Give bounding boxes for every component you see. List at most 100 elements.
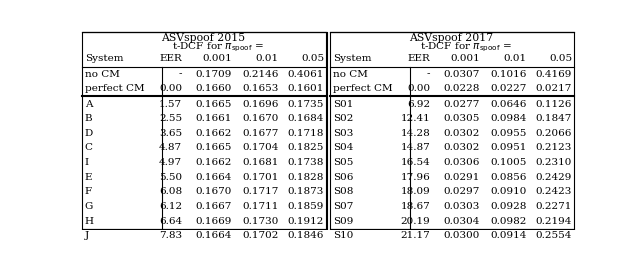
Text: 0.2429: 0.2429 [536, 173, 572, 182]
Text: E: E [84, 173, 92, 182]
Text: 0.1601: 0.1601 [288, 84, 324, 93]
Text: 0.0297: 0.0297 [444, 187, 480, 196]
Text: I: I [84, 158, 89, 167]
Text: ASVspoof 2017: ASVspoof 2017 [410, 33, 493, 43]
Text: 0.2146: 0.2146 [242, 70, 278, 79]
Text: 0.1846: 0.1846 [288, 231, 324, 240]
Text: 0.0277: 0.0277 [444, 100, 480, 109]
Text: J: J [84, 231, 89, 240]
Text: 0.0307: 0.0307 [444, 70, 480, 79]
Text: no CM: no CM [333, 70, 367, 79]
Text: 0.1828: 0.1828 [288, 173, 324, 182]
Text: 0.1701: 0.1701 [242, 173, 278, 182]
Text: B: B [84, 114, 92, 123]
Text: 0.1653: 0.1653 [242, 84, 278, 93]
Text: 0.0951: 0.0951 [490, 143, 527, 152]
Text: S01: S01 [333, 100, 353, 109]
Text: S05: S05 [333, 158, 353, 167]
Text: 0.00: 0.00 [159, 84, 182, 93]
Text: S03: S03 [333, 129, 353, 138]
Text: ASVspoof 2015: ASVspoof 2015 [161, 33, 246, 43]
Text: 0.0228: 0.0228 [444, 84, 480, 93]
Text: 0.1016: 0.1016 [490, 70, 527, 79]
Text: 0.001: 0.001 [202, 54, 232, 63]
Text: perfect CM: perfect CM [333, 84, 392, 93]
Text: 0.001: 0.001 [450, 54, 480, 63]
Text: 18.67: 18.67 [401, 202, 430, 211]
Text: 0.1681: 0.1681 [242, 158, 278, 167]
Text: 0.0914: 0.0914 [490, 231, 527, 240]
Text: -: - [427, 70, 430, 79]
Text: 0.00: 0.00 [407, 84, 430, 93]
Text: S09: S09 [333, 217, 353, 226]
Text: 6.92: 6.92 [407, 100, 430, 109]
Text: 21.17: 21.17 [401, 231, 430, 240]
Text: 0.4169: 0.4169 [536, 70, 572, 79]
Text: 0.1662: 0.1662 [196, 158, 232, 167]
Text: 0.1684: 0.1684 [288, 114, 324, 123]
Text: 6.08: 6.08 [159, 187, 182, 196]
Text: 0.1735: 0.1735 [288, 100, 324, 109]
Text: 0.1665: 0.1665 [196, 143, 232, 152]
Text: 0.0305: 0.0305 [444, 114, 480, 123]
Text: 0.1711: 0.1711 [242, 202, 278, 211]
Text: 0.2194: 0.2194 [536, 217, 572, 226]
Text: 6.64: 6.64 [159, 217, 182, 226]
Text: 4.97: 4.97 [159, 158, 182, 167]
Text: 1.57: 1.57 [159, 100, 182, 109]
Text: 0.0856: 0.0856 [490, 173, 527, 182]
Text: 0.1702: 0.1702 [242, 231, 278, 240]
Text: no CM: no CM [84, 70, 120, 79]
Text: 0.2066: 0.2066 [536, 129, 572, 138]
Text: 0.01: 0.01 [255, 54, 278, 63]
Text: 0.1664: 0.1664 [196, 231, 232, 240]
Text: 0.1005: 0.1005 [490, 158, 527, 167]
Text: G: G [84, 202, 93, 211]
Text: 0.4061: 0.4061 [288, 70, 324, 79]
Text: 6.12: 6.12 [159, 202, 182, 211]
Text: 0.0982: 0.0982 [490, 217, 527, 226]
Text: 14.87: 14.87 [401, 143, 430, 152]
Text: S02: S02 [333, 114, 353, 123]
Text: 0.0306: 0.0306 [444, 158, 480, 167]
Text: t-DCF for $\pi_{\rm spoof}$ =: t-DCF for $\pi_{\rm spoof}$ = [172, 41, 264, 54]
Text: 7.83: 7.83 [159, 231, 182, 240]
Text: 0.1718: 0.1718 [288, 129, 324, 138]
Text: 0.0646: 0.0646 [490, 100, 527, 109]
Text: 0.0227: 0.0227 [490, 84, 527, 93]
Text: 0.0928: 0.0928 [490, 202, 527, 211]
Text: 0.0300: 0.0300 [444, 231, 480, 240]
Text: 0.0217: 0.0217 [536, 84, 572, 93]
Text: 0.0304: 0.0304 [444, 217, 480, 226]
Text: t-DCF for $\pi_{\rm spoof}$ =: t-DCF for $\pi_{\rm spoof}$ = [420, 41, 511, 54]
Text: D: D [84, 129, 93, 138]
Text: 0.1696: 0.1696 [242, 100, 278, 109]
Text: 0.0291: 0.0291 [444, 173, 480, 182]
Text: 20.19: 20.19 [401, 217, 430, 226]
Text: System: System [333, 54, 371, 63]
Text: 0.1669: 0.1669 [196, 217, 232, 226]
Text: 0.1873: 0.1873 [288, 187, 324, 196]
Text: C: C [84, 143, 93, 152]
Text: 0.1667: 0.1667 [196, 202, 232, 211]
Text: 0.05: 0.05 [549, 54, 572, 63]
Text: 0.2554: 0.2554 [536, 231, 572, 240]
Text: 0.1664: 0.1664 [196, 173, 232, 182]
Bar [330, 32, 573, 229]
Text: 0.05: 0.05 [301, 54, 324, 63]
Text: 0.2423: 0.2423 [536, 187, 572, 196]
Text: 0.1859: 0.1859 [288, 202, 324, 211]
Text: perfect CM: perfect CM [84, 84, 144, 93]
Bar [81, 32, 326, 229]
Text: System: System [84, 54, 123, 63]
Text: 0.0910: 0.0910 [490, 187, 527, 196]
Text: 0.1670: 0.1670 [196, 187, 232, 196]
Text: 0.0984: 0.0984 [490, 114, 527, 123]
Text: 0.1825: 0.1825 [288, 143, 324, 152]
Text: 0.1660: 0.1660 [196, 84, 232, 93]
Text: S10: S10 [333, 231, 353, 240]
Text: 17.96: 17.96 [401, 173, 430, 182]
Text: 0.0302: 0.0302 [444, 143, 480, 152]
Text: 0.2271: 0.2271 [536, 202, 572, 211]
Text: 0.1912: 0.1912 [288, 217, 324, 226]
